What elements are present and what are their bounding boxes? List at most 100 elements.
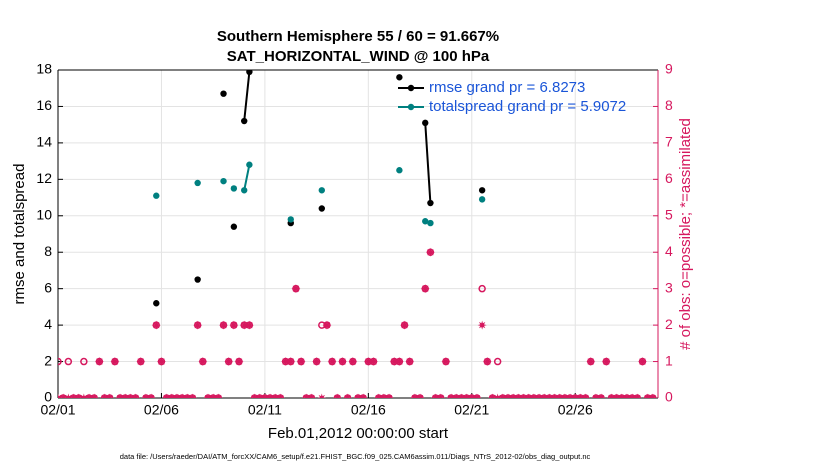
- assimilated-marker: [550, 393, 560, 398]
- assimilated-marker: [100, 393, 110, 398]
- assimilated-marker: [524, 393, 534, 398]
- assimilated-marker: [591, 393, 601, 398]
- assimilated-marker: [203, 393, 213, 398]
- assimilated-marker: [446, 393, 456, 398]
- series-marker: [220, 90, 227, 97]
- assimilated-marker: [622, 393, 632, 398]
- assimilated-marker: [110, 357, 120, 367]
- assimilated-marker: [415, 393, 425, 398]
- y2-tick-label: 0: [665, 389, 673, 405]
- assimilated-marker: [125, 393, 135, 398]
- assimilated-marker: [498, 393, 508, 398]
- assimilated-marker: [348, 357, 358, 367]
- assimilated-marker: [156, 357, 166, 367]
- series-marker: [153, 192, 160, 199]
- assimilated-marker: [136, 357, 146, 367]
- assimilated-marker: [441, 357, 451, 367]
- possible-marker: [80, 357, 88, 366]
- assimilated-marker: [544, 393, 554, 398]
- y-tick-label: 14: [36, 134, 52, 150]
- assimilated-marker: [327, 357, 337, 367]
- assimilated-marker: [296, 357, 306, 367]
- y2-tick-label: 9: [665, 61, 673, 77]
- assimilated-marker: [410, 393, 420, 398]
- assimilated-marker: [477, 320, 487, 330]
- series-marker: [194, 276, 201, 283]
- assimilated-marker: [627, 393, 637, 398]
- assimilated-marker: [436, 393, 446, 398]
- series-marker: [318, 187, 325, 194]
- assimilated-marker: [534, 393, 544, 398]
- y-tick-label: 8: [44, 243, 52, 259]
- assimilated-marker: [115, 393, 125, 398]
- assimilated-marker: [596, 393, 606, 398]
- assimilated-marker: [198, 357, 208, 367]
- assimilated-marker: [358, 393, 368, 398]
- assimilated-marker: [643, 393, 653, 398]
- assimilated-marker: [560, 393, 570, 398]
- assimilated-marker: [213, 393, 223, 398]
- assimilated-marker: [332, 393, 342, 398]
- series-marker: [230, 223, 238, 230]
- assimilated-marker: [162, 393, 172, 398]
- assimilated-marker: [467, 393, 477, 398]
- assimilated-marker: [513, 393, 523, 398]
- assimilated-marker: [74, 393, 84, 398]
- assimilated-marker: [286, 357, 296, 367]
- assimilated-marker: [503, 393, 513, 398]
- assimilated-marker: [575, 393, 585, 398]
- assimilated-marker: [229, 320, 239, 330]
- assimilated-marker: [151, 320, 161, 330]
- x-tick-label: 02/21: [454, 402, 489, 418]
- assimilated-marker: [555, 393, 565, 398]
- y2-tick-label: 1: [665, 352, 673, 368]
- x-tick-label: 02/26: [558, 402, 593, 418]
- assimilated-marker: [275, 393, 285, 398]
- assimilated-marker: [322, 320, 332, 330]
- possible-marker: [478, 284, 486, 293]
- assimilated-marker: [146, 393, 156, 398]
- assimilated-marker: [581, 393, 591, 398]
- y2-tick-label: 4: [665, 243, 673, 259]
- assimilated-marker: [234, 357, 244, 367]
- assimilated-marker: [508, 393, 518, 398]
- assimilated-marker: [394, 357, 404, 367]
- assimilated-marker: [250, 393, 260, 398]
- assimilated-marker: [612, 393, 622, 398]
- series-marker: [318, 205, 325, 212]
- assimilated-marker: [105, 393, 115, 398]
- assimilated-marker: [493, 393, 503, 398]
- series-marker: [478, 187, 486, 194]
- assimilated-marker: [632, 393, 642, 398]
- assimilated-marker: [617, 393, 627, 398]
- assimilated-marker: [451, 393, 461, 398]
- series-marker: [194, 179, 201, 187]
- assimilated-marker: [379, 393, 389, 398]
- assimilated-marker: [570, 393, 580, 398]
- assimilated-marker: [472, 393, 482, 398]
- legend-marker: [407, 84, 415, 92]
- series-marker: [230, 185, 238, 192]
- y-tick-label: 10: [36, 206, 52, 222]
- assimilated-marker: [219, 320, 229, 330]
- series-marker: [287, 216, 294, 223]
- assimilated-marker: [177, 393, 187, 398]
- assimilated-marker: [420, 284, 430, 294]
- chart-subtitle: SAT_HORIZONTAL_WIND @ 100 hPa: [227, 48, 490, 65]
- assimilated-marker: [519, 393, 529, 398]
- assimilated-marker: [425, 247, 435, 257]
- y2-tick-label: 2: [665, 316, 673, 332]
- assimilated-marker: [586, 357, 596, 367]
- assimilated-marker: [405, 357, 415, 367]
- plot-area: [58, 70, 658, 398]
- assimilated-marker: [317, 393, 327, 398]
- y-tick-label: 4: [44, 316, 52, 332]
- series-marker: [241, 117, 248, 125]
- assimilated-marker: [565, 393, 575, 398]
- y-axis-label: rmse and totalspread: [11, 164, 28, 305]
- series-marker: [422, 218, 429, 225]
- assimilated-marker: [487, 393, 497, 398]
- assimilated-marker: [400, 320, 410, 330]
- y2-tick-label: 7: [665, 134, 673, 150]
